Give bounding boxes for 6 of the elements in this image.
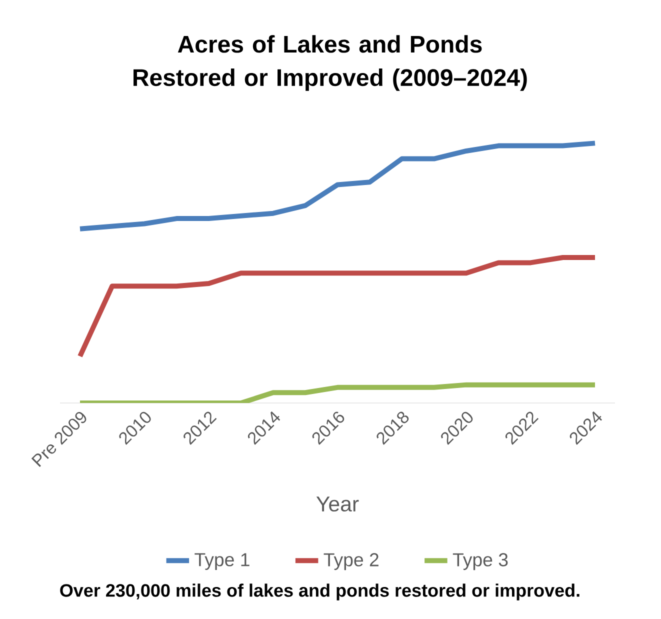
legend-label: Type 3 (452, 553, 508, 570)
legend-label: Type 2 (324, 553, 378, 570)
x-axis-title: Year (316, 496, 359, 512)
legend-label: Type 1 (194, 553, 250, 570)
text: Over 230,000 miles of lakes and ponds restored or improved. (60, 584, 580, 600)
chart-title: Acres of Lakes and Ponds Restored or Improved (2009–2024) (134, 35, 527, 91)
